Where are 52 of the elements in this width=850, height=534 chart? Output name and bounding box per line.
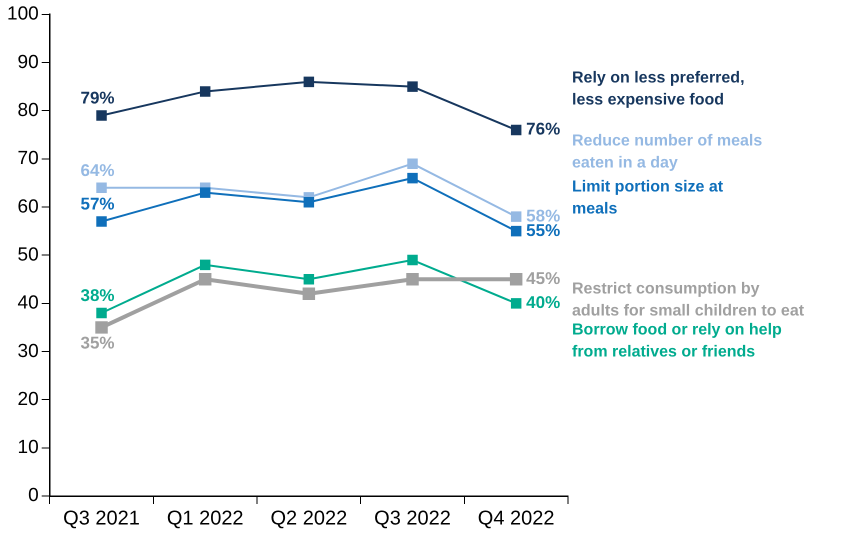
y-tick-label: 0 — [28, 485, 39, 506]
point — [302, 287, 316, 300]
y-tick-label: 100 — [7, 4, 39, 25]
y-tick-label: 30 — [18, 340, 39, 362]
point — [96, 216, 107, 227]
point — [304, 76, 314, 88]
x-tick-label: Q3 2022 — [374, 508, 451, 530]
y-tick-label: 80 — [18, 100, 39, 121]
text: Rely on less preferred, less expensive food — [572, 69, 745, 108]
x-tick-label: Q3 2021 — [63, 508, 140, 530]
text: Limit portion size at meals — [572, 178, 724, 218]
point — [96, 308, 107, 318]
x-tick-label: Q2 2022 — [270, 508, 348, 530]
x-tick-label: Q4 2022 — [478, 508, 555, 530]
y-tick-label: 20 — [18, 388, 39, 410]
point — [95, 321, 108, 334]
point — [198, 273, 212, 286]
y-tick-label: 60 — [18, 196, 39, 218]
point — [407, 81, 418, 92]
point — [96, 110, 107, 121]
point — [407, 158, 418, 169]
point — [406, 273, 419, 286]
point — [200, 187, 210, 198]
y-tick-label: 70 — [18, 148, 39, 170]
point — [200, 86, 210, 97]
text: Borrow food or rely on help from relatives or friends — [572, 321, 782, 360]
data-label: 64% — [80, 160, 115, 180]
data-label: 38% — [80, 286, 115, 306]
point — [304, 196, 314, 208]
data-label: 76% — [526, 120, 560, 139]
text: Restrict consumption by adults for small children to eat — [572, 280, 805, 320]
text: Reduce number of meals eaten in a day — [572, 132, 762, 172]
point — [510, 226, 522, 236]
point — [510, 211, 522, 222]
point — [510, 298, 522, 309]
data-label: 40% — [526, 293, 560, 312]
data-label: 57% — [80, 194, 115, 214]
data-label: 35% — [80, 334, 115, 353]
data-label: 45% — [526, 268, 560, 288]
data-label: 79% — [80, 88, 115, 108]
y-tick-label: 10 — [18, 437, 39, 458]
y-tick-label: 50 — [18, 244, 39, 266]
point — [510, 273, 522, 286]
y-tick-label: 40 — [18, 292, 39, 314]
point — [407, 254, 418, 266]
y-tick-label: 90 — [18, 52, 39, 73]
point — [407, 172, 418, 184]
point — [304, 274, 314, 285]
x-tick-label: Q1 2022 — [166, 508, 244, 530]
point — [200, 260, 210, 270]
point — [96, 182, 107, 194]
point — [510, 124, 522, 136]
